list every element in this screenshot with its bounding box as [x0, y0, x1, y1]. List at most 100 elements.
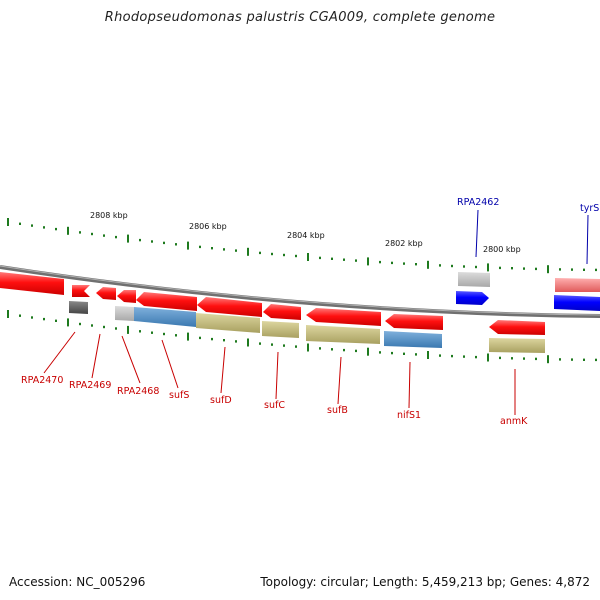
lower-tick [379, 351, 381, 354]
gene-label-rpa2468[interactable]: RPA2468 [117, 386, 159, 397]
lower-tick [487, 353, 489, 362]
cds-feature [489, 338, 545, 353]
gene-arrow-g0[interactable] [0, 272, 64, 295]
cds-feature [115, 306, 134, 321]
upper-tick [499, 266, 501, 270]
lower-tick [535, 357, 537, 361]
lower-tick [211, 337, 213, 341]
lower-tick [295, 345, 297, 348]
upper-tick [427, 260, 429, 269]
genome-info: Topology: circular; Length: 5,459,213 bp… [260, 575, 590, 589]
upper-tick [343, 258, 345, 261]
cds-feature [262, 321, 299, 338]
upper-tick [487, 263, 489, 272]
upper-tick [7, 218, 9, 226]
gene-label-sufb[interactable]: sufB [327, 405, 348, 416]
scale-label-2806: 2806 kbp [189, 222, 227, 231]
upper-tick [463, 265, 465, 268]
lower-tick [475, 355, 477, 359]
gene-label-sufc[interactable]: sufC [264, 400, 285, 411]
upper-tick [67, 226, 69, 235]
lower-tick [595, 358, 597, 362]
upper-tick [511, 267, 513, 270]
upper-tick [151, 240, 153, 243]
gene-label-rpa2462[interactable]: RPA2462 [457, 197, 499, 208]
lower-tick [463, 355, 465, 358]
upper-tick [223, 248, 225, 251]
lower-tick [559, 358, 561, 361]
cds-feature [134, 307, 196, 327]
upper-tick [595, 268, 597, 272]
lower-tick [139, 330, 141, 333]
gene-arrow-anmk[interactable] [489, 320, 545, 335]
gene-arrow-rpa2462[interactable] [456, 291, 489, 305]
accession-info: Accession: NC_005296 [9, 575, 146, 589]
upper-tick [367, 257, 369, 266]
gene-arrow-sufs[interactable] [136, 292, 197, 311]
lower-tick [331, 348, 333, 351]
upper-tick [535, 267, 537, 271]
cds-feature [458, 272, 490, 287]
gene-arrow-rpa2470[interactable] [72, 285, 90, 297]
gene-label-rpa2470[interactable]: RPA2470 [21, 375, 63, 386]
cds-feature [384, 331, 442, 348]
upper-tick [139, 238, 141, 242]
genome-title: Rhodopseudomonas palustris CGA009, compl… [104, 10, 496, 25]
gene-arrow-rpa2468[interactable] [117, 290, 136, 303]
upper-tick [79, 231, 81, 234]
gene-arrow-tyrs[interactable] [554, 295, 600, 311]
scale-label-2802: 2802 kbp [385, 239, 423, 248]
gene-label-nifs1[interactable]: nifS1 [397, 410, 421, 421]
upper-tick [403, 262, 405, 265]
lower-tick [247, 338, 249, 347]
upper-tick [547, 265, 549, 274]
lower-tick [415, 353, 417, 356]
lower-tick [583, 358, 585, 361]
upper-tick [475, 265, 477, 269]
lower-tick [319, 347, 321, 350]
gene-arrow-nifs1[interactable] [385, 314, 443, 330]
upper-tick [43, 226, 45, 229]
lower-tick [499, 356, 501, 360]
lower-tick [571, 358, 573, 361]
upper-tick [187, 241, 189, 250]
gene-label-tyrs[interactable]: tyrS [580, 203, 599, 214]
gene-arrow-sufd[interactable] [197, 297, 262, 317]
upper-tick [175, 243, 177, 246]
cds-feature [306, 325, 380, 344]
upper-tick [571, 268, 573, 271]
upper-tick [523, 267, 525, 270]
upper-tick [127, 234, 129, 243]
scale-label-2800: 2800 kbp [483, 245, 521, 254]
lower-tick [367, 347, 369, 356]
cds-feature [555, 278, 600, 292]
lower-tick [19, 314, 21, 317]
gene-arrow-rpa2469[interactable] [96, 287, 116, 300]
lower-tick [43, 317, 45, 321]
lower-tick [403, 352, 405, 355]
upper-tick [331, 257, 333, 260]
lower-tick [427, 351, 429, 359]
gene-arrow-sufc[interactable] [263, 304, 301, 320]
lower-tick [103, 325, 105, 329]
gene-label-sufd[interactable]: sufD [210, 395, 232, 406]
lower-tick [259, 342, 261, 345]
upper-tick [283, 253, 285, 257]
label-leaders-forward [475, 209, 589, 265]
lower-tick [7, 310, 9, 318]
upper-tick [391, 261, 393, 265]
lower-tick [271, 343, 273, 346]
gene-label-sufs[interactable]: sufS [169, 390, 189, 401]
upper-tick [583, 268, 585, 271]
upper-tick [379, 260, 381, 264]
lower-tick [451, 354, 453, 358]
lower-tick [31, 316, 33, 319]
gene-label-rpa2469[interactable]: RPA2469 [69, 380, 111, 391]
cds-track [69, 272, 600, 353]
gene-label-anmk[interactable]: anmK [500, 416, 528, 427]
lower-tick [547, 355, 549, 364]
lower-tick [283, 344, 285, 347]
gene-arrow-sufb[interactable] [306, 308, 381, 326]
lower-tick [343, 348, 345, 352]
